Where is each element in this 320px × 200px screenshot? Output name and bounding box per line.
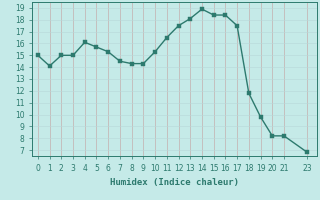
X-axis label: Humidex (Indice chaleur): Humidex (Indice chaleur) <box>110 178 239 187</box>
